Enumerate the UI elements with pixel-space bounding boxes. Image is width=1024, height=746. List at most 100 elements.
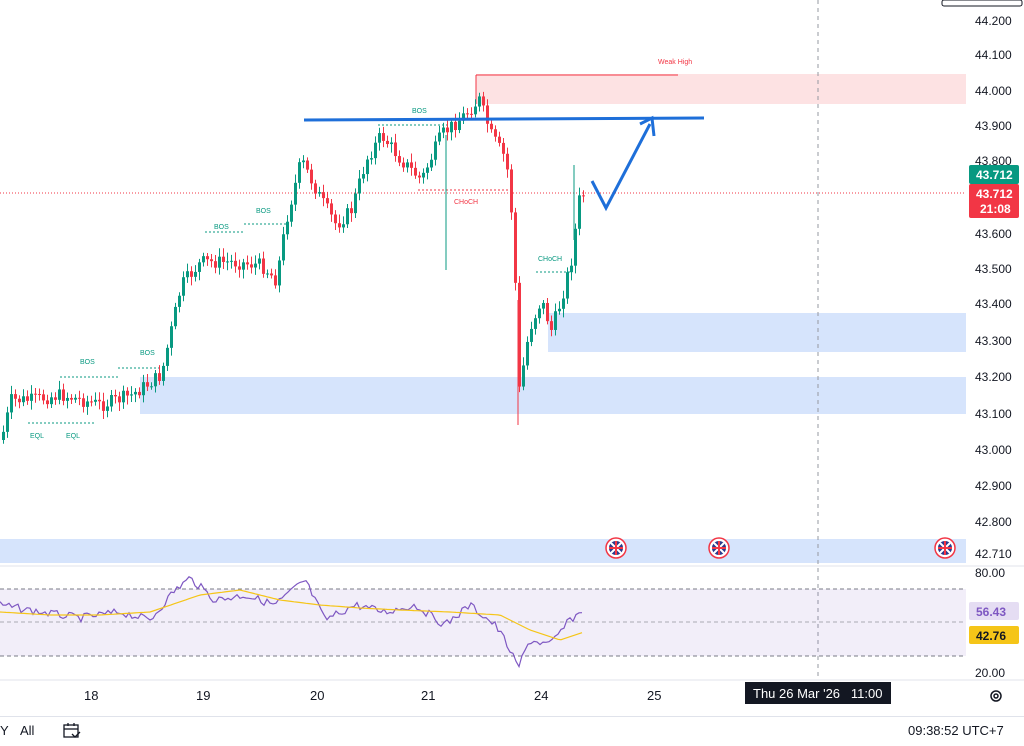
price-tick: 43.800 [975, 154, 1012, 168]
candle-body [258, 258, 261, 264]
range-partial-button[interactable]: Y [0, 723, 9, 738]
candle-body [90, 401, 93, 403]
candle-body [138, 391, 141, 396]
candle-body [126, 390, 129, 396]
candle-body [182, 277, 185, 296]
candle-body [566, 272, 569, 299]
demand-zone-low [140, 377, 966, 414]
candle-body [250, 264, 253, 268]
candle-body [418, 175, 421, 178]
candle-body [366, 159, 369, 175]
calendar-icon[interactable] [62, 721, 82, 741]
candle-body [194, 271, 197, 277]
supply-zone-weak-high [476, 74, 966, 104]
candle-body [510, 169, 513, 213]
candle-body [226, 261, 229, 263]
projection-path[interactable] [590, 123, 652, 212]
candle-body [78, 397, 81, 399]
candle-body [434, 141, 437, 160]
candle-body [98, 399, 101, 402]
rsi-badge [969, 602, 1019, 620]
range-all-button[interactable]: All [20, 723, 35, 738]
price-tick: 42.710 [975, 547, 1012, 561]
candle-body [242, 262, 245, 270]
price-tick: 42.900 [975, 479, 1012, 493]
candle-body [54, 397, 57, 400]
candle-body [526, 341, 529, 366]
clock-label[interactable]: 09:38:52 UTC+7 [908, 723, 1004, 738]
candles [2, 91, 585, 444]
chart-area[interactable]: BOS BOS BOS BOS BOS CHoCH CHoCH EQL EQL … [0, 0, 1024, 716]
candle-body [402, 162, 405, 168]
candle-body [146, 382, 149, 387]
bos-blue-line[interactable] [303, 116, 705, 122]
candle-body [334, 214, 337, 224]
candle-body [474, 106, 477, 115]
candle-body [574, 228, 577, 266]
bos-label: BOS [214, 224, 229, 231]
candle-body [26, 396, 29, 401]
candle-body [490, 123, 493, 130]
candle-body [50, 397, 53, 405]
candle-body [218, 256, 221, 268]
candle-body [134, 391, 137, 395]
gear-icon[interactable] [988, 688, 1004, 704]
candle-body [538, 308, 541, 319]
date-tick: 24 [534, 688, 548, 703]
candle-body [270, 273, 273, 276]
candle-body [298, 162, 301, 183]
price-tick: 43.500 [975, 262, 1012, 276]
candle-body [306, 160, 309, 170]
scale-button[interactable] [941, 0, 1023, 7]
candle-body [190, 271, 193, 277]
bos-label: BOS [80, 359, 95, 366]
price-tick: 43.600 [975, 227, 1012, 241]
price-tick: 44.200 [975, 14, 1012, 28]
candle-body [430, 159, 433, 168]
price-tick: 44.100 [975, 48, 1012, 62]
candle-body [330, 203, 333, 215]
candle-body [82, 398, 85, 407]
uk-flag-icon[interactable] [708, 537, 730, 559]
candle-body [282, 234, 285, 261]
price-tick: 43.900 [975, 119, 1012, 133]
candle-body [246, 262, 249, 265]
crosshair-date-badge [745, 682, 891, 704]
candle-body [502, 142, 505, 154]
rsi-tick: 20.00 [975, 666, 1005, 680]
candle-body [346, 208, 349, 225]
candle-body [118, 396, 121, 403]
candle-body [202, 256, 205, 263]
candle-body [382, 133, 385, 141]
date-tick: 21 [421, 688, 435, 703]
bos-label: BOS [140, 350, 155, 357]
candle-body [110, 395, 113, 407]
candle-body [310, 169, 313, 184]
candle-body [150, 386, 153, 388]
candle-body [562, 298, 565, 309]
candle-body [234, 260, 237, 267]
candle-body [322, 192, 325, 199]
rsi-value: 56.43 [976, 605, 1006, 619]
candle-body [446, 127, 449, 133]
price-tick: 43.100 [975, 407, 1012, 421]
candle-body [458, 120, 461, 131]
uk-flag-icon[interactable] [605, 537, 627, 559]
candle-body [22, 396, 25, 403]
candle-body [438, 132, 441, 142]
uk-flag-icon[interactable] [934, 537, 956, 559]
candle-body [86, 401, 89, 407]
current-price-label: 43.712 [976, 187, 1013, 201]
price-axis[interactable]: 44.200 44.100 44.000 43.900 43.800 43.60… [975, 14, 1012, 561]
candle-body [370, 158, 373, 160]
candle-body [450, 121, 453, 133]
candle-body [158, 373, 161, 381]
bos-label: BOS [412, 108, 427, 115]
candle-body [102, 401, 105, 411]
candle-body [262, 258, 265, 274]
candle-body [482, 96, 485, 106]
candle-body [486, 105, 489, 124]
candle-body [494, 129, 497, 137]
crosshair-date: Thu 26 Mar '26 11:00 [753, 686, 882, 701]
candle-body [466, 113, 469, 115]
